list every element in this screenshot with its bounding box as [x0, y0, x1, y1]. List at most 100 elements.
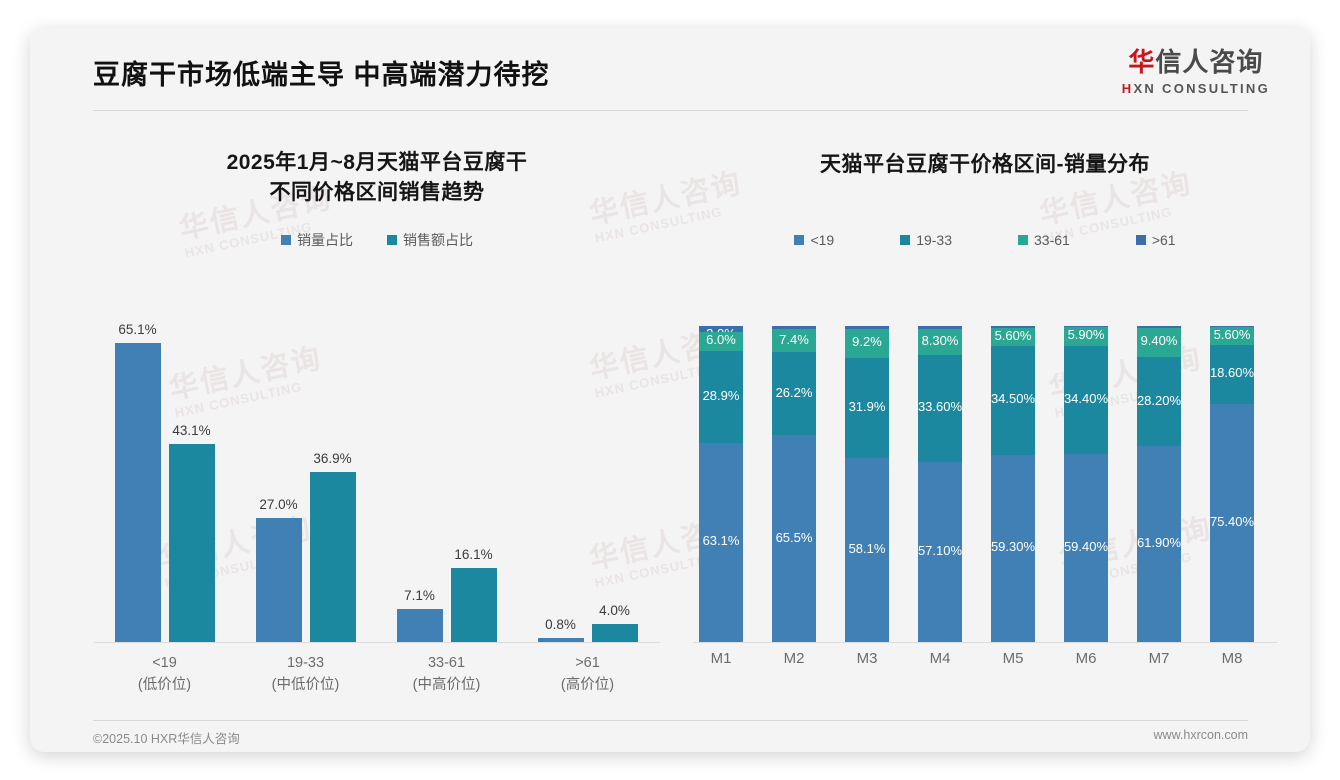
bar-rect	[255, 517, 302, 642]
stack-segment-<19: 75.40%	[1210, 403, 1254, 642]
stacked-bar-M5[interactable]: 0.50%5.60% 34.50% 59.30%	[991, 326, 1035, 642]
stack-segment-<19: 59.30%	[991, 454, 1035, 642]
stacked-bar-M8[interactable]: 0.40%5.60% 18.60% 75.40%	[1210, 326, 1254, 642]
logo-rest-chars: 信人咨询	[1155, 47, 1264, 77]
x-axis-label-tier: (中低价位)	[271, 677, 340, 694]
left-chart-x-axis	[94, 642, 660, 643]
left-chart-title-line2: 不同价格区间销售趋势	[269, 180, 485, 204]
stack-segment-value: 8.30%	[921, 333, 959, 349]
bar-value-label: 36.9%	[313, 451, 352, 467]
legend-item-33-61[interactable]: 33-61	[1018, 232, 1070, 248]
left-grouped-bar-chart: 65.1% 43.1% 27.0% 36.9% 7.1% 16.1% 0.8% 4.0% <1…	[72, 320, 682, 693]
right-chart-month-labels: M1 M2 M3 M4 M5 M6 M7 M8	[693, 650, 1277, 680]
legend-label: 33-61	[1034, 231, 1070, 248]
legend-label: <19	[810, 231, 835, 248]
stack-segment-value: 7.4%	[779, 331, 809, 347]
right-stacked-bar-chart: 2.0%6.0% 28.9% 63.1% 0.9% 7.4% 26.2% 65.5% 0.8%…	[685, 320, 1285, 690]
legend-item-19-33[interactable]: 19-33	[900, 232, 952, 248]
x-axis-label-M1: M1	[710, 650, 732, 667]
stack-segment-value: 61.90%	[1137, 535, 1181, 551]
bar-rect	[114, 342, 161, 642]
legend-swatch-icon	[1135, 234, 1146, 245]
bar-value-label: 16.1%	[454, 546, 493, 562]
stack-segment-value: 18.60%	[1210, 365, 1254, 381]
stack-segment-19-33: 34.40%	[1064, 345, 1108, 455]
x-axis-label-M2: M2	[783, 650, 805, 667]
bar-销售额占比-33-61[interactable]: 16.1%	[450, 547, 497, 642]
stacked-bar-M1[interactable]: 2.0%6.0% 28.9% 63.1%	[699, 326, 743, 642]
stack-segment-33-61: 5.60%	[1210, 327, 1254, 345]
legend-item-销售额占比[interactable]: 销售额占比	[387, 230, 473, 250]
page-title: 豆腐干市场低端主导 中高端潜力待挖	[93, 60, 550, 90]
stack-segment-<19: 57.10%	[918, 461, 962, 642]
bar-value-label: 0.8%	[545, 617, 576, 633]
x-axis-label-range: 33-61	[427, 655, 466, 671]
stack-segment-33-61: 9.40%	[1137, 327, 1181, 358]
stack-segment-value: 2.0%	[706, 326, 736, 332]
x-axis-label-range: <19	[152, 655, 177, 671]
legend-item-<19[interactable]: <19	[794, 232, 834, 248]
legend-swatch-icon	[1018, 234, 1028, 245]
bar-销量占比-19-33[interactable]: 27.0%	[255, 497, 302, 642]
bar-rect	[168, 443, 215, 642]
bar-rect	[309, 472, 356, 642]
bar-销售额占比->61[interactable]: 4.0%	[591, 603, 638, 642]
stack-segment-33-61: 9.2%	[845, 328, 889, 358]
left-chart-title-line1: 2025年1月~8月天猫平台豆腐干	[226, 151, 528, 174]
stack-segment->61: 0.9%	[772, 326, 816, 329]
bar-销量占比-33-61[interactable]: 7.1%	[396, 588, 443, 642]
stacked-bar-M4[interactable]: 0.90% 8.30% 33.60% 57.10%	[918, 326, 962, 642]
bar-group: 65.1% 43.1%	[94, 320, 235, 642]
bar-group: 7.1% 16.1%	[376, 320, 517, 642]
right-chart-panel: 天猫平台豆腐干价格区间-销量分布 <19 19-33 33-61 >61 2.0%6.…	[685, 124, 1285, 694]
stack-segment-value: 75.40%	[1210, 513, 1254, 529]
stacked-bar-M3[interactable]: 0.8% 9.2% 31.9% 58.1%	[845, 326, 889, 642]
stack-segment-value: 0.50%	[1141, 326, 1178, 328]
stack-segment-value: 28.9%	[702, 387, 740, 403]
bar-销量占比->61[interactable]: 0.8%	[537, 617, 584, 642]
legend-label: 19-33	[916, 231, 952, 248]
x-axis-label-M6: M6	[1075, 650, 1097, 667]
stack-segment-<19: 65.5%	[772, 435, 816, 642]
legend-item-销量占比[interactable]: 销量占比	[281, 230, 353, 250]
stack-segment-33-61: 5.90%	[1064, 326, 1108, 346]
right-chart-x-axis	[693, 642, 1277, 643]
right-chart-plot-area: 2.0%6.0% 28.9% 63.1% 0.9% 7.4% 26.2% 65.5% 0.8%…	[693, 326, 1277, 642]
stack-segment-value: 0.40%	[1214, 326, 1251, 327]
stack-segment-value: 33.60%	[918, 399, 962, 415]
stack-segment-value: 9.40%	[1140, 333, 1178, 349]
x-axis-label-tier: (低价位)	[137, 677, 192, 694]
header-divider	[93, 110, 1248, 111]
stack-segment-value: 34.40%	[1064, 390, 1108, 406]
logo-english-text: HXN CONSULTING	[1122, 81, 1270, 96]
bar-销售额占比-19-33[interactable]: 36.9%	[309, 451, 356, 642]
x-axis-label-tier: (高价位)	[560, 677, 615, 694]
stack-segment-value: 65.5%	[775, 529, 813, 545]
stack-segment-value: 0.8%	[852, 326, 882, 329]
legend-swatch-icon	[281, 234, 291, 245]
logo-accent-char: 华	[1128, 47, 1156, 77]
stack-segment-value: 28.20%	[1137, 392, 1181, 408]
right-chart-title: 天猫平台豆腐干价格区间-销量分布	[820, 153, 1150, 176]
stacked-bar-M2[interactable]: 0.9% 7.4% 26.2% 65.5%	[772, 326, 816, 642]
stacked-bar-M7[interactable]: 0.50% 9.40% 28.20% 61.90%	[1137, 326, 1181, 642]
stack-segment->61: 0.50%	[1137, 326, 1181, 328]
footer-copyright: ©2025.10 HXR华信人咨询	[93, 732, 240, 746]
legend-label: 销量占比	[297, 231, 353, 248]
bar-rect	[537, 638, 584, 642]
stack-segment-value: 9.2%	[852, 334, 882, 350]
stack-segment-value: 34.50%	[991, 391, 1035, 407]
stack-segment->61: 0.40%	[1210, 326, 1254, 328]
legend-item->61[interactable]: >61	[1135, 232, 1176, 248]
stack-segment-<19: 63.1%	[699, 442, 743, 642]
stack-segment-value: 6.0%	[706, 332, 736, 348]
legend-swatch-icon	[900, 234, 911, 245]
bar-value-label: 7.1%	[404, 588, 435, 604]
bar-销量占比-<19[interactable]: 65.1%	[114, 322, 161, 642]
x-axis-label-M4: M4	[929, 650, 951, 667]
stack-segment-33-61: 8.30%	[918, 329, 962, 356]
bar-value-label: 4.0%	[599, 602, 630, 618]
bar-销售额占比-<19[interactable]: 43.1%	[168, 423, 215, 642]
stack-segment-33-61: 7.4%	[772, 328, 816, 353]
stacked-bar-M6[interactable]: 0.30%5.90% 34.40% 59.40%	[1064, 326, 1108, 642]
